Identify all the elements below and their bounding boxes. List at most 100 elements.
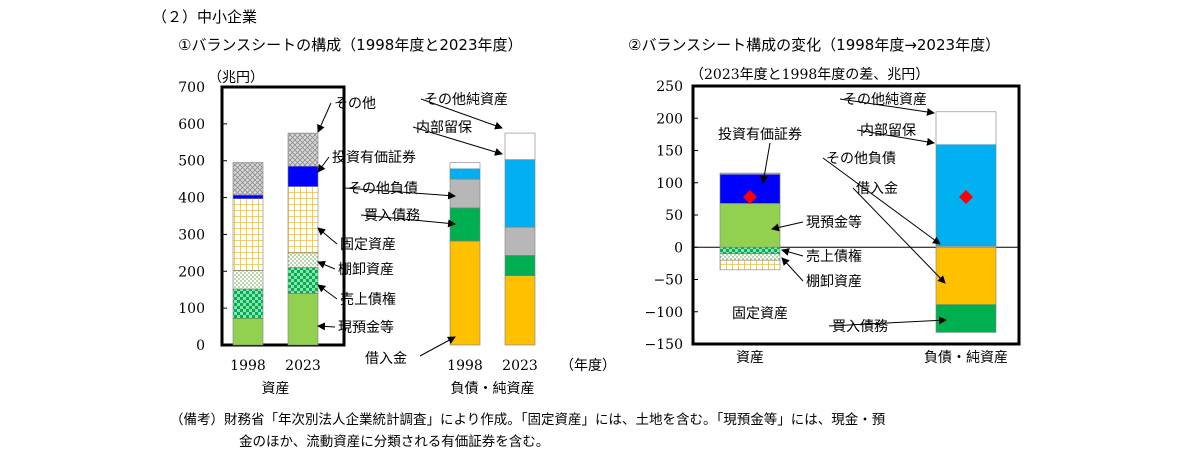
left-y-tick-label: 0 — [196, 338, 205, 354]
change-annotation-liabilities-borrowings: 借入金 — [856, 181, 898, 197]
left-y-axis: 0 100 200 300 400 500 600 700 — [178, 80, 227, 354]
right-x-labels: 資産 負債・純資産 — [736, 350, 1008, 366]
change-annotation-assets-investment-securities: 投資有価証券 — [718, 127, 802, 143]
bar-liabilities-other-liabilities — [449, 178, 481, 209]
change-annotation-assets-receivables: 売上債権 — [806, 248, 862, 265]
annotation-arrow — [317, 260, 336, 270]
left-x-tick-label: 1998 — [447, 358, 483, 374]
annotation-arrow — [412, 126, 503, 156]
change-bar-liabilities-payables — [935, 304, 997, 333]
left-y-tick-label: 700 — [178, 80, 205, 96]
chart-title-change: ②バランスシート構成の変化（1998年度→2023年度） — [628, 36, 1001, 54]
change-annotation-liabilities-retained-earnings: 内部留保 — [860, 123, 916, 139]
left-unit-label: （兆円） — [208, 70, 264, 86]
left-y-tick-label: 200 — [178, 264, 205, 280]
right-y-tick-label: 100 — [656, 176, 683, 192]
annotation-arrow — [771, 221, 804, 232]
annotation-liabilities-other-liabilities: その他負債 — [348, 181, 418, 197]
annotation-assets-receivables: 売上債権 — [340, 291, 396, 308]
annotation-arrow — [760, 142, 771, 184]
change-bar-assets-other-assets — [719, 172, 781, 175]
left-x-axis-label: （年度） — [560, 358, 616, 374]
bar-liabilities-borrowings — [504, 275, 536, 346]
annotation-assets-investment-securities: 投資有価証券 — [332, 150, 416, 166]
change-annotation-liabilities-payables: 買入債務 — [832, 319, 888, 335]
bar-liabilities-payables — [504, 255, 536, 277]
annotation-arrow — [344, 187, 456, 200]
bar-assets-other-assets — [232, 162, 264, 196]
annotation-assets-other-assets: その他 — [334, 96, 376, 112]
right-x-label-assets: 資産 — [736, 350, 764, 366]
left-plot-frame — [220, 85, 346, 347]
bar-assets-other-assets — [287, 132, 319, 167]
left-x-tick-label: 2023 — [502, 358, 538, 374]
annotation-liabilities-retained-earnings: 内部留保 — [416, 120, 472, 136]
change-bar-assets-cash — [719, 203, 781, 248]
left-group-label-liabilities: 負債・純資産 — [451, 381, 535, 397]
change-annotation-liabilities-other-net-assets: その他純資産 — [843, 92, 927, 108]
chart-title-composition: ①バランスシートの構成（1998年度と2023年度） — [178, 36, 523, 54]
change-annotation-assets-cash: 現預金等 — [806, 214, 862, 231]
annotation-arrow — [781, 257, 804, 282]
annotation-arrow — [360, 214, 456, 228]
right-y-tick-label: −100 — [645, 305, 683, 321]
left-x-tick-label: 1998 — [230, 358, 266, 374]
bar-liabilities-other-net-assets — [504, 132, 536, 160]
bar-liabilities-other-net-assets — [449, 162, 481, 170]
annotation-arrow — [419, 336, 456, 357]
annotation-arrow — [839, 98, 935, 116]
right-y-tick-label: 150 — [656, 144, 683, 160]
right-unit-label: （2023年度と1998年度の差、兆円） — [690, 67, 929, 83]
right-y-tick-label: 50 — [665, 208, 683, 224]
bar-liabilities-retained-earnings — [504, 159, 536, 228]
right-y-tick-label: 200 — [656, 111, 683, 127]
bar-assets-inventory — [287, 252, 319, 268]
change-bar-liabilities-borrowings — [935, 246, 997, 305]
right-bars — [719, 111, 997, 333]
right-y-tick-label: −50 — [653, 273, 683, 289]
annotation-assets-fixed-assets: 固定資産 — [340, 237, 396, 253]
annotation-arrow — [856, 129, 935, 146]
left-y-tick-label: 300 — [178, 227, 205, 243]
annotation-arrow — [822, 157, 941, 245]
change-bar-assets-receivables — [719, 246, 781, 254]
annotation-liabilities-borrowings: 借入金 — [365, 351, 407, 367]
annotation-assets-inventory: 棚卸資産 — [338, 262, 394, 278]
right-y-tick-label: 250 — [656, 79, 683, 95]
annotation-arrow — [317, 227, 338, 245]
bar-liabilities-retained-earnings — [449, 168, 481, 180]
bar-liabilities-payables — [449, 207, 481, 242]
left-y-tick-label: 100 — [178, 301, 205, 317]
left-bars — [232, 132, 536, 346]
left-y-tick-label: 400 — [178, 191, 205, 207]
bar-liabilities-borrowings — [449, 240, 481, 346]
change-annotation-assets-fixed-assets: 固定資産 — [732, 306, 788, 322]
annotation-assets-cash: 現預金等 — [338, 319, 394, 336]
bar-assets-cash — [287, 293, 319, 346]
left-x-tick-label: 2023 — [285, 358, 321, 374]
right-x-label-liabilities: 負債・純資産 — [924, 350, 1008, 366]
net-change-marker-liabilities — [959, 189, 973, 204]
left-x-labels: 1998 2023 1998 2023 資産 負債・純資産 — [230, 358, 538, 397]
change-annotation-liabilities-other-liabilities: その他負債 — [826, 151, 896, 167]
right-y-axis: −150 −100 −50 0 50 100 150 200 250 — [645, 79, 1019, 353]
section-title: （２）中小企業 — [152, 8, 258, 26]
right-y-tick-label: −150 — [645, 337, 683, 353]
notes-line-1: （備考）財務省「年次別法人企業統計調査」により作成。「固定資産」には、土地を含む… — [170, 412, 886, 428]
annotation-arrow — [420, 98, 503, 130]
right-y-tick-label: 0 — [674, 240, 683, 256]
bar-assets-investment-securities — [232, 194, 264, 199]
change-chart: （2023年度と1998年度の差、兆円） −150 −100 −50 0 50 100 15… — [645, 67, 1021, 366]
annotation-liabilities-other-net-assets: その他純資産 — [424, 92, 508, 108]
change-annotation-assets-inventory: 棚卸資産 — [806, 274, 862, 290]
bar-assets-receivables — [232, 288, 264, 319]
bar-assets-inventory — [232, 270, 264, 290]
change-bar-assets-inventory — [719, 253, 781, 261]
change-bar-liabilities-other-net-assets — [935, 111, 997, 145]
left-y-tick-label: 600 — [178, 117, 205, 133]
left-group-label-assets: 資産 — [262, 381, 290, 397]
bar-assets-investment-securities — [287, 165, 319, 187]
annotation-liabilities-payables: 買入債務 — [364, 208, 420, 224]
